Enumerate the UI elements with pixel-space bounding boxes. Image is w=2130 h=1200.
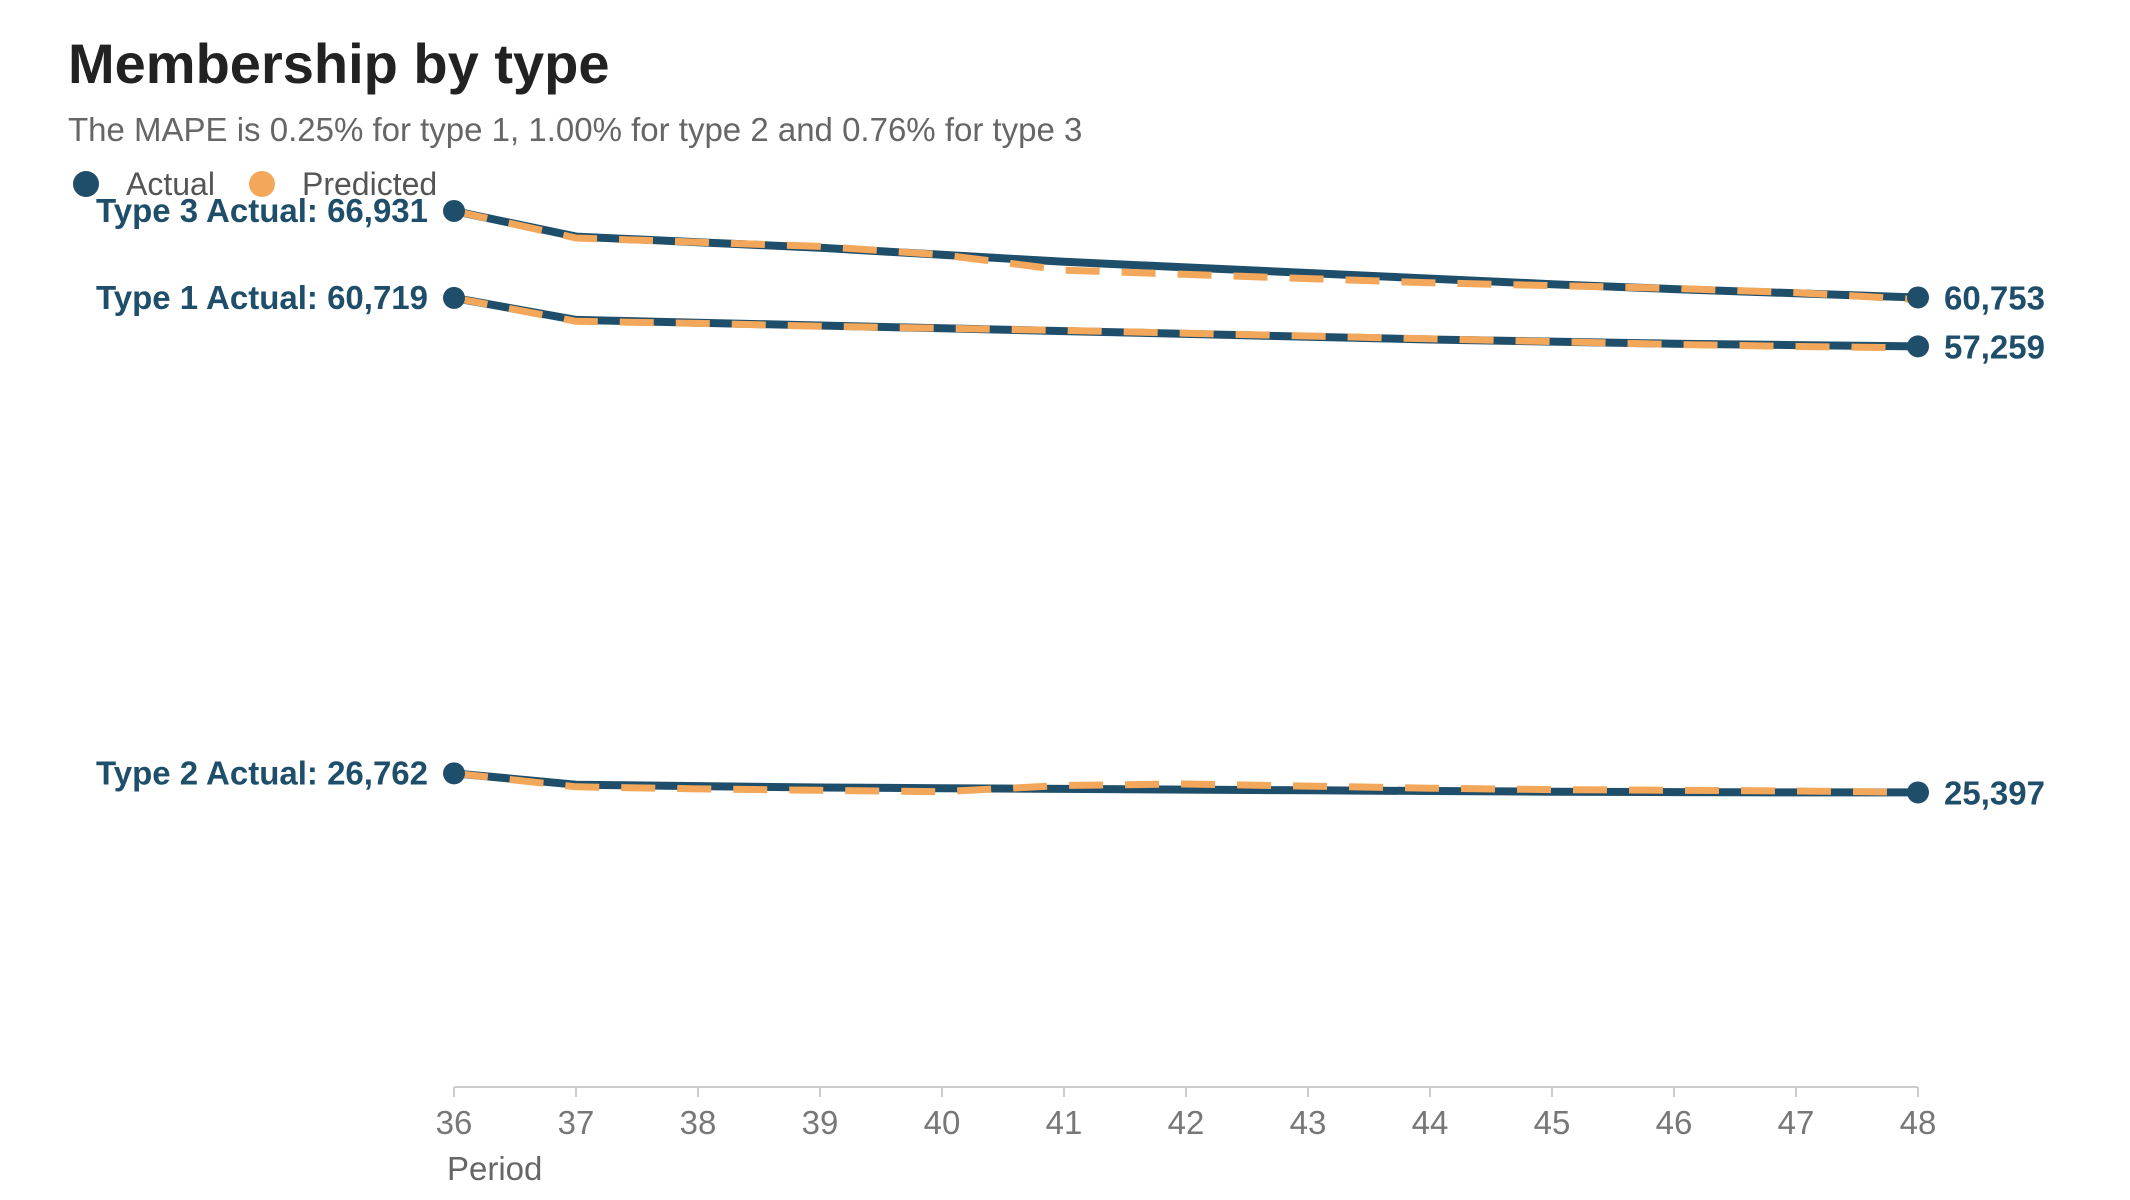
legend-label-actual: Actual — [126, 166, 215, 202]
legend-item-actual: Actual — [73, 166, 215, 202]
type-3-end-label: 60,753 — [1944, 279, 2045, 316]
legend-marker-actual — [73, 171, 99, 197]
type-2-start-label: Type 2 Actual: 26,762 — [96, 754, 428, 791]
chart-subtitle: The MAPE is 0.25% for type 1, 1.00% for … — [68, 111, 1082, 148]
type-3-start-label: Type 3 Actual: 66,931 — [96, 192, 428, 229]
x-axis-title: Period — [447, 1150, 542, 1187]
x-tick-label: 43 — [1290, 1104, 1327, 1141]
type-1-start-point — [443, 286, 465, 309]
x-tick-label: 46 — [1656, 1104, 1693, 1141]
x-ticks: 36 37 38 39 40 41 42 43 44 45 46 47 48 — [436, 1087, 1937, 1141]
type-3-predicted-line — [453, 207, 1919, 304]
labels-layer: Type 3 Actual: 66,931 60,753 Type 1 Actual… — [96, 192, 2045, 811]
x-tick-label: 42 — [1168, 1104, 1205, 1141]
x-tick-label: 38 — [680, 1104, 717, 1141]
x-axis: 36 37 38 39 40 41 42 43 44 45 46 47 48 Period — [436, 1086, 1937, 1187]
type-2-predicted-line — [453, 769, 1919, 796]
x-tick-label: 37 — [558, 1104, 595, 1141]
x-tick-label: 48 — [1900, 1104, 1937, 1141]
series-layer — [450, 207, 1922, 797]
x-tick-label: 40 — [924, 1104, 961, 1141]
x-tick-label: 45 — [1534, 1104, 1571, 1141]
type-3-end-point — [1907, 286, 1929, 309]
legend-item-predicted: Predicted — [249, 166, 437, 202]
legend: Actual Predicted — [73, 166, 437, 202]
chart-title: Membership by type — [68, 32, 609, 95]
legend-marker-predicted — [249, 171, 275, 197]
type-1-end-label: 57,259 — [1944, 328, 2045, 365]
type-3-actual-line — [450, 207, 1922, 302]
type-2-end-label: 25,397 — [1944, 774, 2045, 811]
type-1-start-label: Type 1 Actual: 60,719 — [96, 279, 428, 316]
type-1-predicted-line — [453, 294, 1919, 352]
x-tick-label: 39 — [802, 1104, 839, 1141]
type-2-start-point — [443, 762, 465, 785]
x-tick-label: 47 — [1778, 1104, 1815, 1141]
type-1-end-point — [1907, 335, 1929, 358]
type-2-end-point — [1907, 781, 1929, 804]
x-tick-label: 36 — [436, 1104, 473, 1141]
type-1-actual-line — [450, 293, 1922, 351]
legend-label-predicted: Predicted — [302, 166, 437, 202]
type-3-start-point — [443, 199, 465, 222]
x-tick-label: 44 — [1412, 1104, 1449, 1141]
x-tick-label: 41 — [1046, 1104, 1083, 1141]
